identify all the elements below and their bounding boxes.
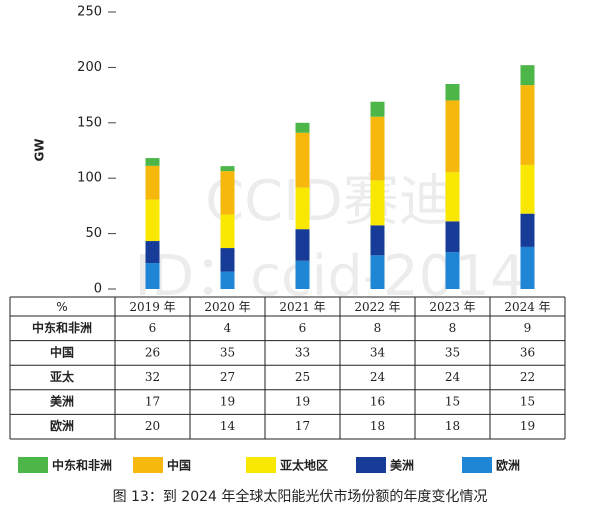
table-cell: 19 — [220, 395, 235, 409]
bar-segment — [220, 248, 235, 272]
bar-segment — [445, 100, 460, 173]
bar-segment — [145, 158, 160, 166]
x-tick-label: 2019 年 — [129, 300, 175, 314]
y-tick-label: 250 — [77, 5, 102, 20]
x-tick-label: 2022 年 — [354, 300, 400, 314]
watermark: ID：ccid-2014 — [134, 244, 525, 309]
y-tick-label: 100 — [77, 171, 102, 186]
x-tick-label: 2020 年 — [204, 300, 250, 314]
legend-label: 美洲 — [390, 458, 414, 473]
table-cell: 4 — [224, 321, 232, 335]
table-cell: 34 — [370, 345, 386, 359]
table-cell: 16 — [370, 395, 385, 409]
legend-label: 欧洲 — [496, 458, 520, 473]
bar-segment — [520, 213, 535, 247]
x-tick-label: 2023 年 — [429, 300, 475, 314]
bar-segment — [220, 166, 235, 172]
legend-swatch — [462, 457, 492, 473]
table-cell: 15 — [445, 395, 460, 409]
table-cell: 22 — [520, 370, 535, 384]
table-cell: 15 — [520, 395, 535, 409]
bar-segment — [520, 85, 535, 165]
table-cell: 19 — [520, 419, 535, 433]
table-header: % — [56, 300, 67, 314]
bar-segment — [295, 260, 310, 289]
table-cell: 35 — [445, 345, 460, 359]
bar-segment — [295, 187, 310, 230]
row-label: 亚太 — [50, 369, 75, 384]
row-label: 中东和非洲 — [32, 320, 92, 335]
x-tick-label: 2021 年 — [279, 300, 325, 314]
bar-segment — [370, 255, 385, 289]
bar-segment — [520, 164, 535, 214]
bar-segment — [445, 252, 460, 289]
y-tick-label: 150 — [77, 115, 102, 130]
table-cell: 14 — [220, 419, 236, 433]
table-cell: 6 — [149, 321, 157, 335]
table-cell: 24 — [445, 370, 461, 384]
bar-segment — [220, 214, 235, 249]
legend-swatch — [356, 457, 386, 473]
table-cell: 33 — [295, 345, 310, 359]
legend-swatch — [18, 457, 48, 473]
bar-segment — [295, 229, 310, 261]
bar-segment — [370, 225, 385, 256]
legend-label: 中国 — [167, 458, 191, 473]
bar-segment — [520, 246, 535, 289]
row-label: 美洲 — [50, 394, 74, 409]
bar-segment — [370, 180, 385, 226]
table-cell: 17 — [295, 419, 310, 433]
caption: 图 13：到 2024 年全球太阳能光伏市场份额的年度变化情况 — [113, 488, 488, 505]
legend-label: 亚太地区 — [280, 458, 328, 473]
table-cell: 25 — [295, 370, 310, 384]
bar-segment — [220, 271, 235, 289]
x-tick-label: 2024 年 — [504, 300, 550, 314]
table-cell: 20 — [145, 419, 160, 433]
table-cell: 18 — [370, 419, 385, 433]
table-cell: 26 — [145, 345, 160, 359]
bar-segment — [295, 132, 310, 188]
watermark: CCID赛迪 — [205, 169, 455, 234]
y-tick-label: 50 — [85, 226, 102, 241]
table-cell: 24 — [370, 370, 386, 384]
legend-swatch — [133, 457, 163, 473]
bar-segment — [520, 65, 535, 86]
legend-swatch — [246, 457, 276, 473]
bar-segment — [445, 84, 460, 101]
table-cell: 6 — [299, 321, 307, 335]
table-cell: 27 — [220, 370, 235, 384]
bar-segment — [145, 199, 160, 242]
bar-segment — [220, 171, 235, 215]
row-label: 中国 — [50, 344, 74, 359]
bar-segment — [145, 165, 160, 200]
table-cell: 17 — [145, 395, 160, 409]
table-cell: 19 — [295, 395, 310, 409]
table-cell: 8 — [449, 321, 457, 335]
table-cell: 18 — [445, 419, 460, 433]
bar-segment — [370, 101, 385, 117]
bar-segment — [445, 221, 460, 253]
table-cell: 8 — [374, 321, 382, 335]
bar-segment — [295, 122, 310, 133]
row-label: 欧洲 — [50, 418, 74, 433]
y-tick-label: 0 — [94, 282, 102, 297]
bar-segment — [145, 241, 160, 264]
y-tick-label: 200 — [77, 60, 102, 75]
table-cell: 9 — [524, 321, 532, 335]
table-cell: 35 — [220, 345, 235, 359]
bar-segment — [445, 172, 460, 222]
table-cell: 36 — [520, 345, 535, 359]
table-cell: 32 — [145, 370, 160, 384]
bar-segment — [145, 263, 160, 289]
bar-segment — [370, 116, 385, 181]
legend-label: 中东和非洲 — [52, 458, 112, 473]
y-axis-label: GW — [33, 138, 47, 161]
